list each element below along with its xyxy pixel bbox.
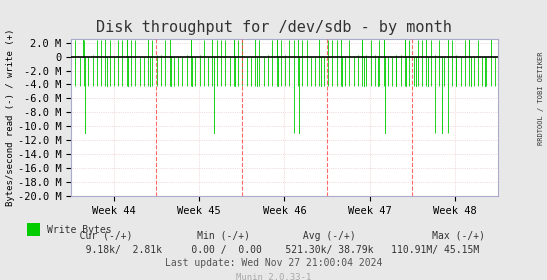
FancyBboxPatch shape bbox=[27, 223, 39, 236]
Text: Write Bytes: Write Bytes bbox=[47, 225, 112, 235]
Text: 9.18k/  2.81k     0.00 /  0.00    521.30k/ 38.79k   110.91M/ 45.15M: 9.18k/ 2.81k 0.00 / 0.00 521.30k/ 38.79k… bbox=[68, 245, 479, 255]
Y-axis label: Bytes/second read (-) / write (+): Bytes/second read (-) / write (+) bbox=[6, 29, 15, 206]
Text: Disk throughput for /dev/sdb - by month: Disk throughput for /dev/sdb - by month bbox=[96, 20, 451, 35]
Text: RRDTOOL / TOBI OETIKER: RRDTOOL / TOBI OETIKER bbox=[538, 51, 544, 145]
Text: Last update: Wed Nov 27 21:00:04 2024: Last update: Wed Nov 27 21:00:04 2024 bbox=[165, 258, 382, 268]
Text: Cur (-/+)           Min (-/+)         Avg (-/+)             Max (-/+): Cur (-/+) Min (-/+) Avg (-/+) Max (-/+) bbox=[62, 231, 485, 241]
Text: Munin 2.0.33-1: Munin 2.0.33-1 bbox=[236, 273, 311, 280]
